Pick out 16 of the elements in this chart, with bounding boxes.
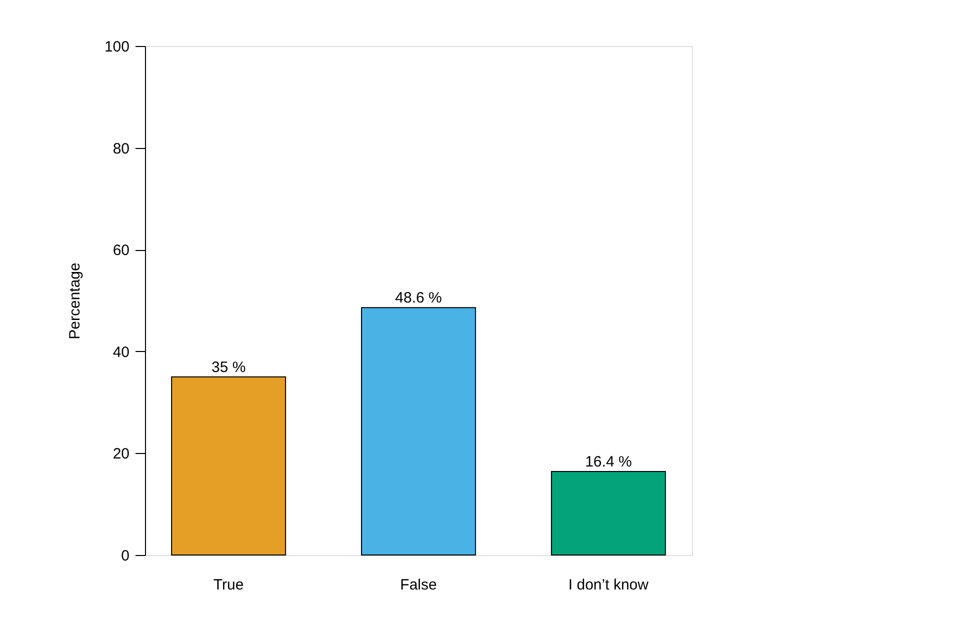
- y-axis-title: Percentage: [66, 262, 84, 340]
- y-tick-label: 0: [121, 548, 130, 564]
- x-tick-label: False: [400, 576, 437, 594]
- y-tick-label: 20: [112, 446, 130, 463]
- x-tick-label: True: [213, 576, 244, 594]
- y-tick-label: 60: [112, 242, 130, 260]
- x-tick-label: I don’t know: [568, 576, 649, 594]
- y-tick-label: 100: [104, 38, 130, 56]
- bar: [361, 307, 476, 556]
- data-label: 16.4 %: [585, 454, 632, 471]
- y-tick-label: 40: [112, 344, 130, 361]
- y-tick-label: 80: [112, 140, 130, 158]
- bar: [171, 376, 286, 556]
- bar: [550, 471, 666, 556]
- data-label: 35 %: [211, 358, 246, 376]
- data-label: 48.6 %: [395, 290, 442, 307]
